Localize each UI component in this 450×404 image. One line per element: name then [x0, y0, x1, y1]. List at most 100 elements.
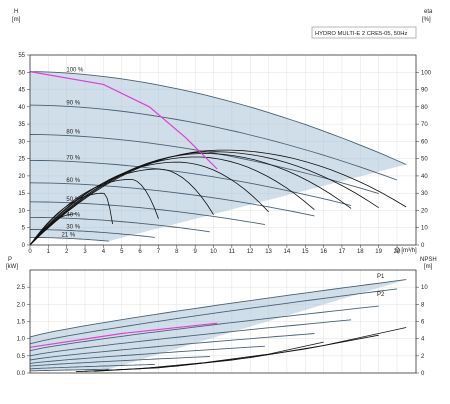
efficiency-curve: [29, 149, 407, 246]
npsh-curves: [75, 327, 407, 373]
y-tick-label: 5: [22, 226, 26, 232]
bottom-ylabel-left-unit: [kW]: [6, 264, 18, 270]
y-tick-label: 30: [421, 191, 428, 197]
x-tick-label: 9: [193, 249, 197, 255]
bottom-left-axis: 0.0 0.5 1.0 1.5 2.0 2.5: [17, 285, 30, 377]
head-curve: [29, 201, 265, 226]
top-ylabel-left-unit: [m]: [12, 17, 21, 23]
operating-region-bottom: [30, 279, 407, 371]
bottom-ylabel-right-unit: [m]: [424, 264, 433, 270]
speed-label: 70 %: [66, 155, 80, 161]
x-tick-label: 1: [47, 249, 51, 255]
top-ylabel-right-unit: [%]: [422, 17, 431, 23]
power-curve: [29, 356, 210, 367]
x-tick-label: 0: [28, 249, 32, 255]
y-tick-label: 0: [22, 243, 26, 249]
speed-label: 90 %: [66, 101, 80, 107]
speed-labels: 100 % 90 % 80 % 70 % 60 % 50 % 40 % 30 % 21 %: [62, 67, 85, 238]
y-tick-label: 10: [421, 285, 428, 291]
y-tick-label: 55: [18, 53, 25, 59]
power-curve: [29, 368, 109, 372]
y-tick-label: 1.0: [17, 337, 26, 343]
power-curve: [29, 305, 379, 352]
x-tick-label: 12: [247, 249, 254, 255]
bottom-ylabel-left: P: [8, 257, 12, 263]
efficiency-curve: [29, 178, 159, 246]
y-tick-label: 90: [421, 88, 428, 94]
x-tick-label: 4: [102, 249, 106, 255]
head-curve: [30, 236, 109, 242]
x-tick-label: 3: [83, 249, 87, 255]
x-tick-label: 15: [302, 249, 309, 255]
speed-label: 60 %: [66, 178, 80, 184]
y-tick-label: 80: [421, 105, 428, 111]
y-tick-label: 25: [18, 157, 25, 163]
efficiency-curve: [29, 161, 269, 246]
power-curves: [29, 279, 407, 372]
x-tick-label: 7: [157, 249, 161, 255]
efficiency-curves: [29, 149, 407, 246]
head-curve: [29, 182, 315, 217]
power-curve: [29, 345, 265, 364]
speed-label: 40 %: [66, 212, 80, 218]
speed-label: 80 %: [66, 130, 80, 136]
power-curve: [29, 333, 315, 361]
y-tick-label: 2.0: [17, 302, 26, 308]
x-axis-label: Q [m³/h]: [395, 248, 417, 254]
speed-label: 50 %: [66, 197, 80, 203]
series-label-p1: P1: [377, 274, 385, 280]
y-tick-label: 70: [421, 122, 428, 128]
y-tick-label: 60: [421, 139, 428, 145]
bottom-right-axis: 0 2 4 6 8 10: [416, 285, 428, 377]
max-speed-magenta-curve: [29, 71, 218, 170]
y-tick-label: 10: [18, 208, 25, 214]
y-tick-label: 20: [18, 174, 25, 180]
efficiency-curve: [29, 213, 76, 246]
power-curve: [29, 319, 352, 357]
top-ylabel-left: H: [14, 9, 18, 15]
power-curve: [29, 363, 155, 370]
power-curve: [29, 288, 398, 345]
operating-region-top: [30, 71, 407, 242]
y-tick-label: 40: [421, 174, 428, 180]
y-tick-label: 30: [18, 139, 25, 145]
efficiency-curve: [29, 156, 315, 246]
y-tick-label: 40: [18, 105, 25, 111]
chart-title: HYDRO MULTI-E 2 CRE5-05, 50Hz: [315, 31, 407, 37]
x-axis: 0 1 2 3 4 5 6 7 8 9 10 11 12 13 14 15 16 17 18 19 20: [28, 245, 401, 255]
x-tick-label: 10: [210, 249, 217, 255]
y-tick-label: 10: [421, 226, 428, 232]
y-tick-label: 50: [18, 70, 25, 76]
y-tick-label: 100: [421, 70, 432, 76]
title-box: [311, 26, 417, 39]
x-tick-label: 17: [339, 249, 346, 255]
top-panel-frame: [29, 54, 417, 246]
top-left-axis: 0 5 10 15 20 25 30 35 40 45 50 55: [18, 53, 30, 249]
speed-label: 100 %: [66, 67, 84, 73]
x-tick-label: 18: [357, 249, 364, 255]
y-tick-label: 15: [18, 191, 25, 197]
x-tick-label: 5: [120, 249, 124, 255]
y-tick-label: 8: [421, 302, 425, 308]
y-tick-label: 1.5: [17, 320, 26, 326]
y-tick-label: 20: [421, 208, 428, 214]
x-tick-label: 6: [138, 249, 142, 255]
y-tick-label: 4: [421, 337, 425, 343]
head-curve: [29, 134, 379, 195]
y-tick-label: 0: [421, 371, 425, 377]
x-tick-label: 11: [229, 249, 236, 255]
head-curve: [29, 104, 398, 181]
x-tick-label: 8: [175, 249, 179, 255]
x-tick-label: 19: [375, 249, 382, 255]
head-curve: [29, 71, 407, 165]
x-tick-label: 13: [265, 249, 272, 255]
y-tick-label: 2: [421, 354, 425, 360]
x-tick-label: 16: [320, 249, 327, 255]
head-curve: [29, 159, 352, 206]
top-ylabel-right: eta: [424, 9, 433, 15]
series-label-p2: P2: [377, 292, 385, 298]
y-tick-label: 45: [18, 88, 25, 94]
x-tick-label: 20: [394, 249, 401, 255]
y-tick-label: 0.0: [17, 371, 26, 377]
